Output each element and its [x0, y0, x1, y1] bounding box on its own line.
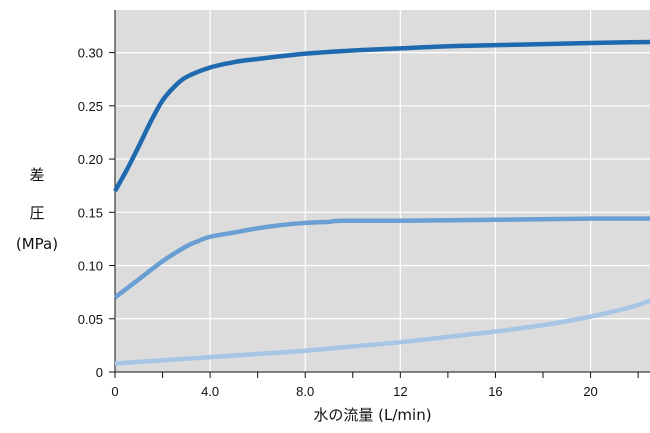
series-line-1 [113, 39, 650, 193]
series-group [113, 39, 650, 366]
y-axis-title-line-3: (MPa) [16, 235, 58, 253]
y-tick-label: 0.20 [78, 152, 103, 167]
y-axis-title-line-2: 圧 [29, 204, 44, 222]
x-tick-label: 8.0 [296, 384, 314, 399]
x-tick-label: 20 [583, 384, 597, 399]
y-tick-label: 0.30 [78, 46, 103, 61]
series-line-2 [113, 216, 650, 300]
y-tick-label: 0.10 [78, 259, 103, 274]
y-axis-title-line-1: 差 [29, 166, 44, 184]
tick-labels: 0 0.05 0.10 0.15 0.20 0.25 0.30 0 4.0 8.0 12 16 20 [78, 46, 598, 399]
plot-area [115, 10, 650, 372]
y-tick-label: 0.25 [78, 99, 103, 114]
y-tick-label: 0.15 [78, 205, 103, 220]
x-axis-title: 水の流量 (L/min) [313, 406, 431, 424]
y-tick-label: 0 [96, 365, 103, 380]
x-tick-label: 0 [111, 384, 118, 399]
x-tick-label: 16 [488, 384, 502, 399]
x-tick-label: 4.0 [201, 384, 219, 399]
x-tick-label: 12 [393, 384, 407, 399]
grid-lines [115, 10, 650, 372]
y-tick-label: 0.05 [78, 312, 103, 327]
series-line-3 [114, 298, 650, 366]
